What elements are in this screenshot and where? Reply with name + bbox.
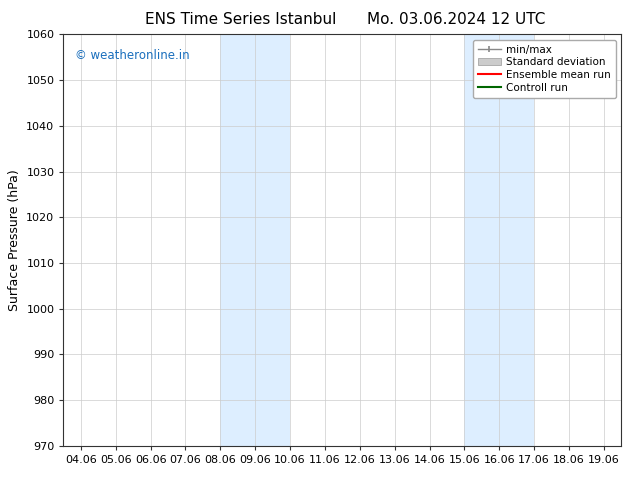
Bar [221, 34, 255, 446]
Bar [464, 34, 500, 446]
Bar [255, 34, 290, 446]
Text: Mo. 03.06.2024 12 UTC: Mo. 03.06.2024 12 UTC [367, 12, 546, 27]
Y-axis label: Surface Pressure (hPa): Surface Pressure (hPa) [8, 169, 21, 311]
Text: ENS Time Series Istanbul: ENS Time Series Istanbul [145, 12, 337, 27]
Legend: min/max, Standard deviation, Ensemble mean run, Controll run: min/max, Standard deviation, Ensemble me… [473, 40, 616, 98]
Text: © weatheronline.in: © weatheronline.in [75, 49, 189, 62]
Bar [500, 34, 534, 446]
